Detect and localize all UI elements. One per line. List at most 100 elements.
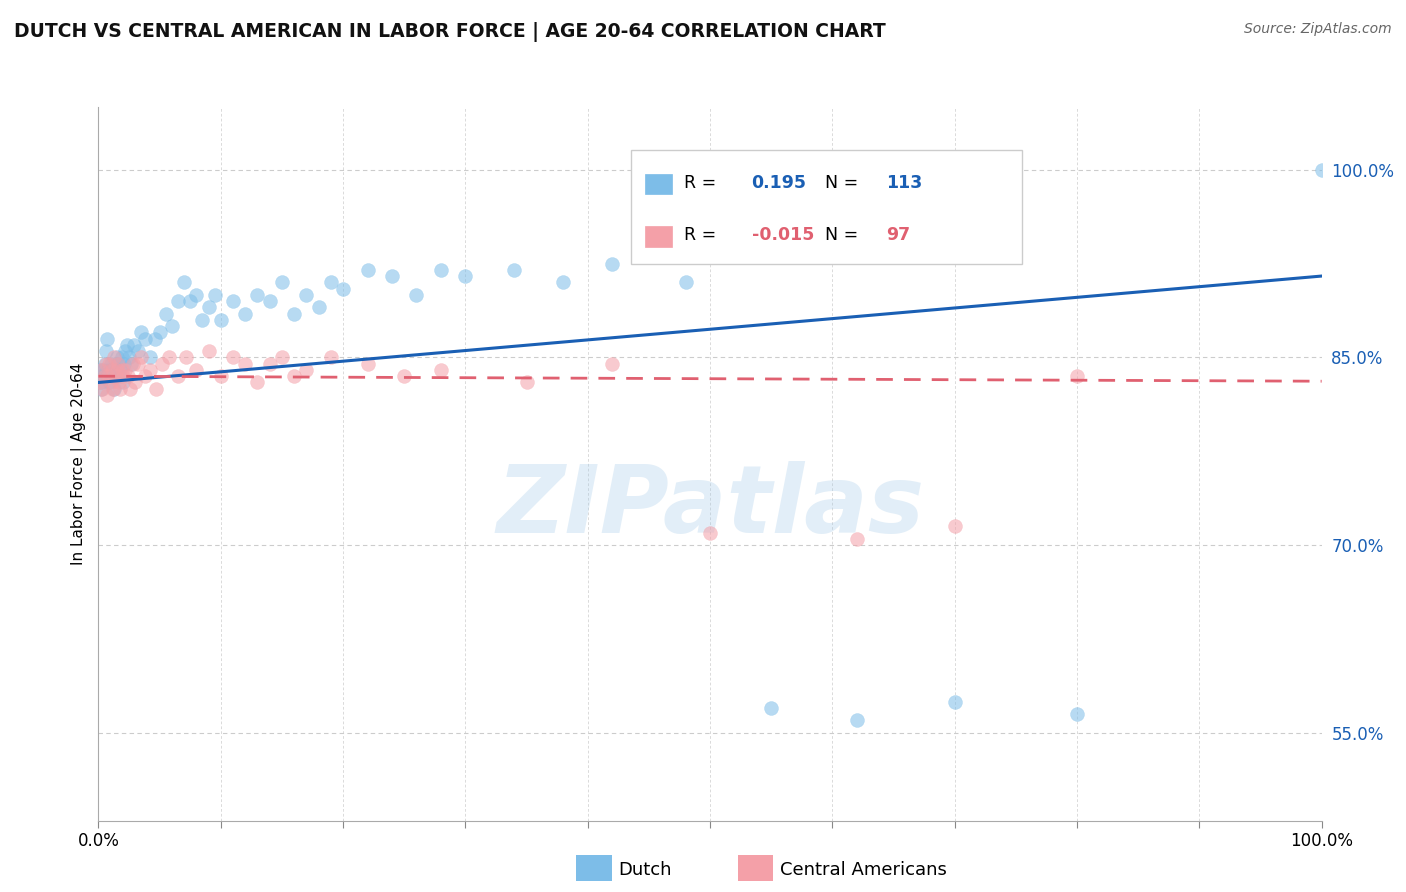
Point — [110, 382, 132, 396]
Point — [319, 275, 342, 289]
Text: Source: ZipAtlas.com: Source: ZipAtlas.com — [1244, 22, 1392, 37]
Point — [134, 369, 156, 384]
Point — [103, 382, 125, 396]
Point — [105, 351, 128, 365]
Point — [259, 357, 281, 371]
Point — [761, 701, 783, 715]
Point — [100, 357, 122, 371]
Text: N =: N = — [825, 174, 863, 192]
Point — [107, 357, 129, 371]
Text: Central Americans: Central Americans — [780, 861, 948, 879]
Point — [101, 363, 124, 377]
Point — [845, 532, 868, 546]
Point — [179, 294, 201, 309]
Point — [134, 332, 156, 346]
Point — [143, 332, 166, 346]
Point — [108, 376, 131, 390]
Point — [186, 363, 208, 377]
Point — [98, 357, 121, 371]
Point — [943, 695, 966, 709]
Point — [204, 288, 226, 302]
Point — [94, 357, 117, 371]
Point — [222, 294, 245, 309]
Point — [246, 376, 269, 390]
Point — [160, 319, 183, 334]
Point — [454, 268, 477, 283]
Point — [516, 376, 538, 390]
Point — [101, 369, 124, 384]
Point — [233, 357, 256, 371]
Point — [94, 344, 117, 359]
Point — [356, 262, 378, 277]
Point — [139, 363, 162, 377]
Point — [105, 363, 128, 377]
Point — [108, 369, 131, 384]
Point — [186, 288, 208, 302]
Point — [246, 288, 269, 302]
Point — [89, 369, 111, 384]
Point — [124, 376, 146, 390]
Point — [283, 369, 305, 384]
Text: 113: 113 — [886, 174, 922, 192]
Point — [111, 376, 134, 390]
Point — [332, 282, 354, 296]
Point — [91, 382, 114, 396]
Point — [430, 262, 453, 277]
Point — [1066, 369, 1088, 384]
Text: 0.195: 0.195 — [752, 174, 807, 192]
Point — [93, 369, 115, 384]
Point — [405, 288, 427, 302]
Point — [699, 525, 721, 540]
Point — [103, 351, 125, 365]
Text: R =: R = — [685, 174, 723, 192]
Point — [111, 363, 134, 377]
Point — [600, 357, 623, 371]
Point — [129, 351, 152, 365]
Point — [97, 369, 120, 384]
Text: N =: N = — [825, 227, 863, 244]
Point — [112, 357, 135, 371]
Point — [155, 307, 177, 321]
Point — [101, 382, 124, 396]
Point — [97, 363, 120, 377]
Point — [209, 369, 232, 384]
Text: -0.015: -0.015 — [752, 227, 814, 244]
Point — [139, 351, 162, 365]
Point — [356, 357, 378, 371]
Point — [93, 357, 115, 371]
Point — [90, 376, 112, 390]
Point — [91, 369, 114, 384]
Point — [111, 369, 134, 384]
Point — [600, 256, 623, 270]
Point — [197, 301, 219, 315]
Point — [233, 307, 256, 321]
Point — [270, 275, 294, 289]
Bar — [630, 150, 1022, 264]
Point — [120, 382, 142, 396]
Point — [209, 313, 232, 327]
Text: Dutch: Dutch — [619, 861, 672, 879]
Point — [117, 369, 139, 384]
Point — [270, 351, 294, 365]
Point — [129, 326, 152, 340]
Point — [1310, 162, 1333, 177]
Text: R =: R = — [685, 227, 723, 244]
Point — [197, 344, 219, 359]
Bar — [645, 174, 672, 194]
Point — [553, 275, 575, 289]
Point — [114, 363, 136, 377]
Point — [675, 275, 697, 289]
Point — [127, 344, 149, 359]
Point — [503, 262, 526, 277]
Point — [120, 357, 142, 371]
Point — [91, 363, 114, 377]
Point — [104, 363, 127, 377]
Point — [157, 351, 180, 365]
Point — [150, 357, 173, 371]
Point — [101, 363, 124, 377]
Point — [308, 301, 330, 315]
Point — [381, 268, 404, 283]
Point — [127, 357, 149, 371]
Point — [319, 351, 342, 365]
Point — [167, 294, 190, 309]
